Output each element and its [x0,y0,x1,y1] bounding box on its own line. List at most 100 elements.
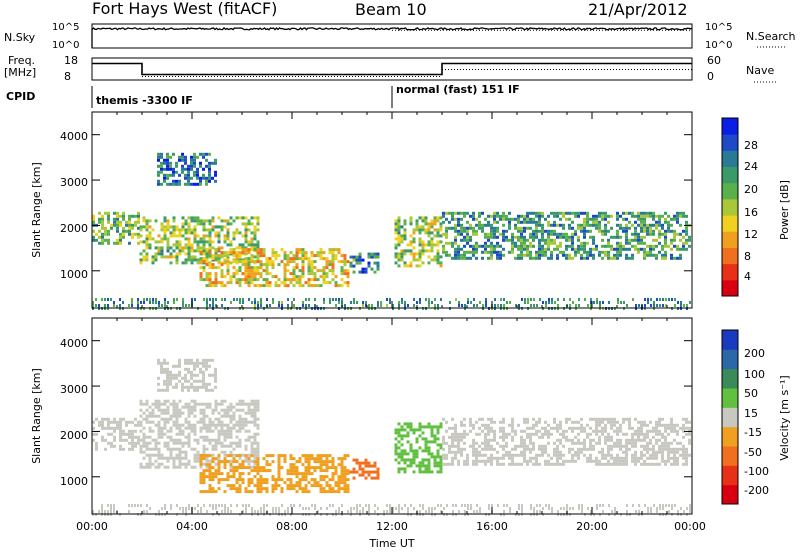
heatmap-cell [265,490,269,494]
heatmap-cell [352,470,356,474]
heatmap-cell [535,420,538,424]
heatmap-cell [553,462,556,466]
heatmap-cell [556,450,559,454]
heatmap-cell [178,462,182,466]
heatmap-cell [655,456,658,460]
heatmap-cell [157,173,160,177]
heatmap-cell [517,238,520,242]
heatmap-cell [601,229,604,233]
heatmap-cell [214,376,217,380]
heatmap-cell [568,450,571,454]
heatmap-cell [175,243,179,247]
heatmap-cell [670,441,673,445]
heatmap-cell [418,428,422,432]
heatmap-cell [505,432,508,436]
heatmap-cell [190,216,194,220]
heatmap-cell [541,447,544,451]
heatmap-cell [359,510,361,513]
heatmap-cell [295,484,299,488]
heatmap-cell [145,435,149,439]
heatmap-cell [148,462,152,466]
heatmap-cell [631,456,634,460]
heatmap-cell [143,298,145,301]
heatmap-cell [203,298,205,301]
heatmap-cell [226,414,230,418]
velocity-cb-tick-m50: -50 [744,446,762,459]
heatmap-cell [302,301,304,304]
heatmap-cell [301,472,305,476]
heatmap-cell [247,257,251,261]
heatmap-cell [655,432,658,436]
heatmap-cell [142,411,146,415]
heatmap-cell [553,417,556,421]
heatmap-cell [466,462,469,466]
heatmap-cell [610,256,613,260]
heatmap-cell [643,247,646,251]
heatmap-cell [178,179,181,183]
heatmap-cell [454,429,457,433]
heatmap-cell [271,490,275,494]
heatmap-cell [128,432,131,436]
heatmap-cell [394,458,398,462]
heatmap-cell [193,158,196,162]
heatmap-cell [184,258,188,262]
heatmap-cell [319,454,323,458]
heatmap-cell [514,235,517,239]
heatmap-cell [196,456,200,460]
heatmap-cell [190,465,194,469]
heatmap-cell [139,261,143,265]
heatmap-cell [184,462,188,466]
heatmap-cell [145,408,149,412]
heatmap-cell [622,420,625,424]
heatmap-cell [487,429,490,433]
heatmap-cell [148,465,152,469]
heatmap-cell [361,270,365,274]
heatmap-cell [202,176,205,180]
heatmap-cell [658,447,661,451]
heatmap-cell [256,240,260,244]
heatmap-cell [242,298,244,301]
heatmap-cell [532,217,535,221]
heatmap-cell [421,431,425,435]
heatmap-cell [166,249,170,253]
heatmap-cell [260,507,262,510]
heatmap-cell [199,454,203,458]
heatmap-cell [607,420,610,424]
heatmap-cell [652,462,655,466]
heatmap-cell [653,504,655,507]
heatmap-cell [214,444,218,448]
heatmap-cell [595,432,598,436]
heatmap-cell [364,470,368,474]
heatmap-cell [217,429,221,433]
heatmap-cell [574,426,577,430]
heatmap-cell [601,420,604,424]
heatmap-cell [343,481,347,485]
heatmap-cell [157,426,161,430]
heatmap-cell [688,432,691,436]
heatmap-cell [223,411,227,415]
heatmap-cell [686,507,688,510]
heatmap-cell [554,301,556,304]
heatmap-cell [571,429,574,433]
heatmap-cell [592,447,595,451]
heatmap-cell [508,432,511,436]
heatmap-cell [184,373,187,377]
heatmap-cell [229,417,233,421]
heatmap-cell [181,450,185,454]
heatmap-cell [215,507,217,510]
heatmap-cell [673,235,676,239]
heatmap-cell [92,229,95,233]
heatmap-cell [535,462,538,466]
heatmap-cell [154,399,158,403]
heatmap-cell [568,256,571,260]
heatmap-cell [544,229,547,233]
heatmap-cell [541,247,544,251]
heatmap-cell [292,260,296,264]
heatmap-cell [223,258,227,262]
heatmap-cell [145,444,149,448]
heatmap-cell [256,450,260,454]
heatmap-cell [565,438,568,442]
heatmap-cell [212,504,214,507]
heatmap-cell [604,250,607,254]
heatmap-cell [319,475,323,479]
